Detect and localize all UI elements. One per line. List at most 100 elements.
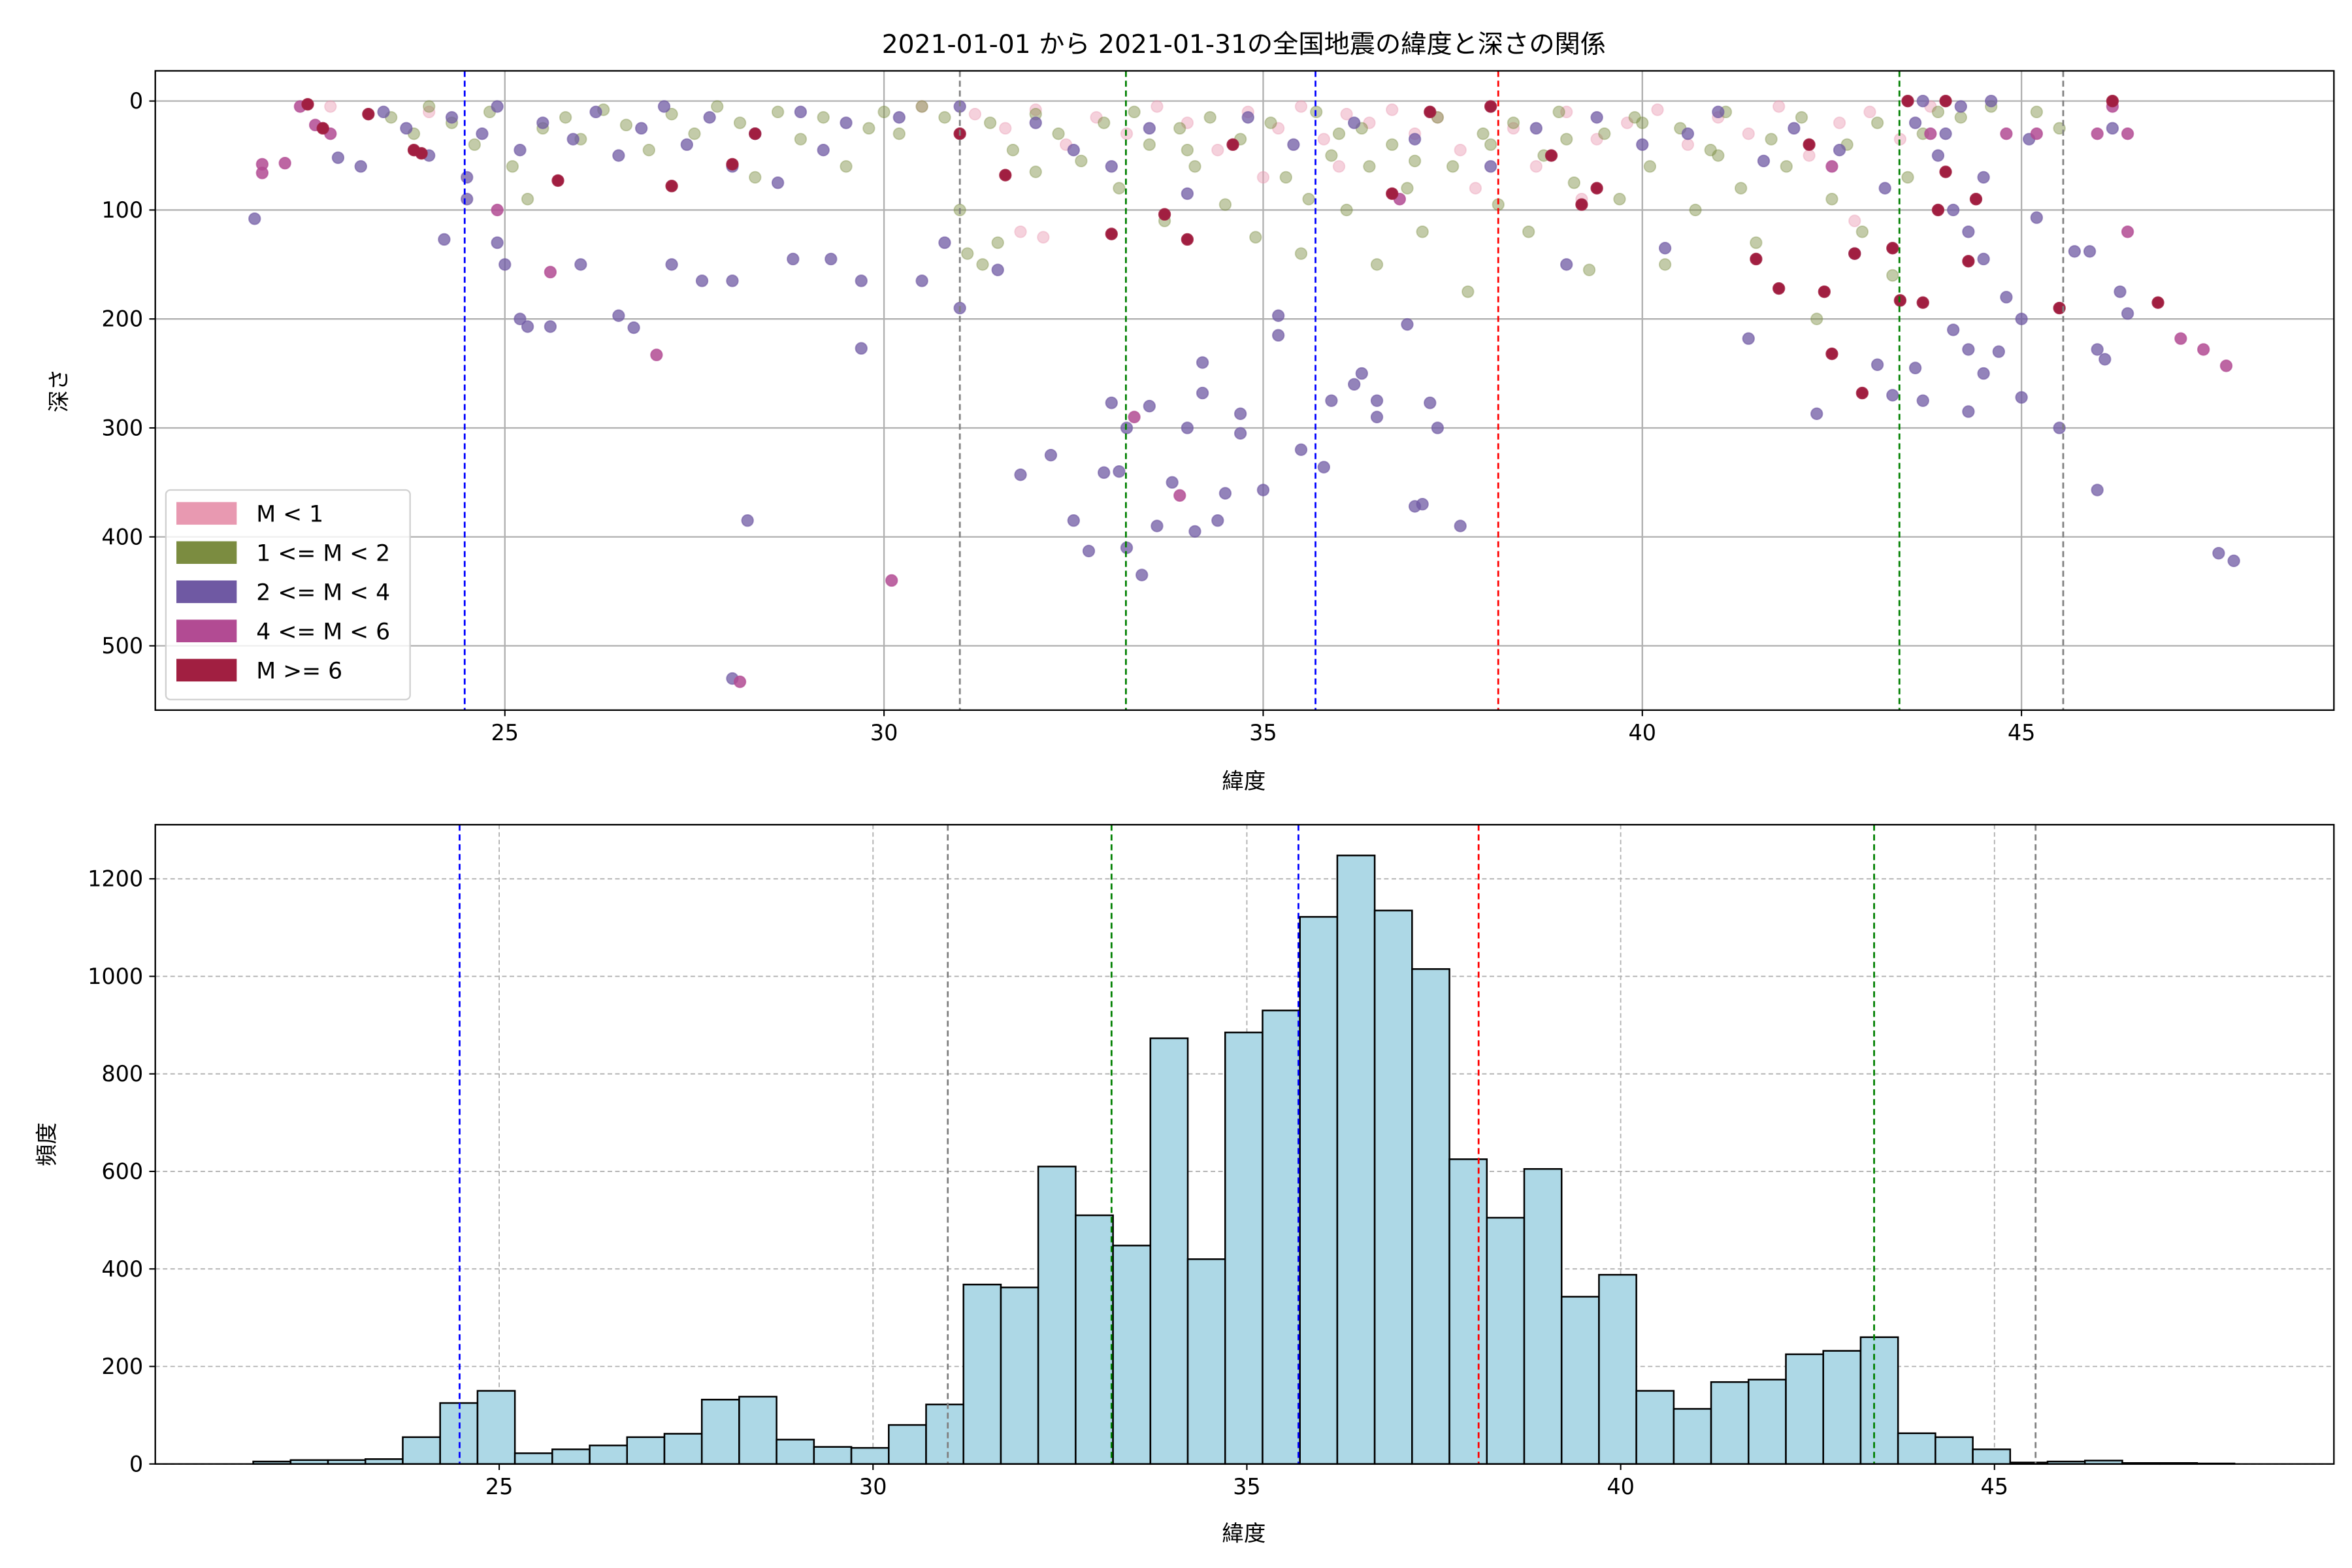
scatter-point [1454,144,1467,157]
scatter-point [248,212,261,225]
scatter-ylabel: 深さ [46,368,72,412]
scatter-point [915,100,928,113]
scatter-point [2015,312,2028,325]
scatter-point [1052,127,1065,140]
scatter-point [1750,236,1763,250]
scatter-point [1340,107,1353,121]
scatter-point [1294,100,1308,113]
legend-swatch [176,659,237,682]
scatter-point [491,100,504,113]
scatter-point [1264,116,1277,129]
scatter-point [915,100,928,113]
scatter-point [1681,138,1695,152]
scatter-point [1128,410,1141,423]
scatter-point [1196,356,1209,369]
legend-swatch [176,541,237,564]
scatter-point [771,176,785,189]
scatter-point [703,110,716,124]
scatter-y-tick-label: 500 [101,633,143,659]
legend-label: M < 1 [256,501,323,527]
scatter-point [892,110,906,124]
scatter-point [1712,149,1725,162]
scatter-point [1029,103,1042,116]
scatter-point [1105,227,1118,240]
scatter-point [726,274,739,287]
histogram-bar [1373,909,1413,1465]
scatter-point [438,233,451,246]
scatter-point [1446,160,1460,173]
scatter-point [1939,127,1952,140]
scatter-point [1810,312,1823,325]
scatter-point [1946,323,1960,336]
scatter-x-tick-label: 40 [1628,720,1656,745]
scatter-point [726,157,739,171]
scatter-point [1855,386,1869,400]
scatter-point [1484,138,1497,152]
scatter-point [1560,258,1573,271]
histogram-bar [1710,1381,1750,1465]
scatter-point [1128,105,1141,119]
scatter-point [1325,394,1338,407]
scatter-point [1886,389,1899,402]
histogram-bar [1785,1353,1824,1465]
scatter-point [331,151,345,165]
scatter-point [1271,309,1285,322]
scatter-point [1181,116,1194,129]
scatter-point [771,105,785,119]
scatter-point [362,107,375,121]
histogram-bar [551,1448,591,1465]
scatter-point [1113,465,1126,478]
histogram-bar [813,1446,853,1465]
scatter-point [991,236,1004,250]
scatter-point [1401,318,1414,331]
scatter-point [498,258,512,271]
scatter-series-3 [255,100,2233,689]
scatter-point [1788,122,1801,135]
histogram-bar [626,1436,666,1465]
scatter-point [1424,396,1437,410]
scatter-point [855,342,868,355]
histogram-bar [1448,1158,1488,1465]
scatter-point [1916,394,1929,407]
scatter-point [2121,307,2134,320]
scatter-point [1166,476,1179,489]
histogram-bar [1748,1379,1787,1465]
scatter-point [354,160,367,173]
scatter-point [1522,225,1535,238]
histogram-bar [589,1445,629,1465]
histogram-y-tick-label: 1200 [88,866,143,892]
scatter-point [1014,225,1027,238]
scatter-point [278,157,291,170]
scatter-point [1294,247,1308,260]
scatter-point [1855,225,1869,238]
scatter-point [2227,554,2240,568]
scatter-point [1037,231,1050,244]
scatter-point [461,193,474,206]
scatter-point [1590,110,1603,124]
scatter-point [1317,461,1330,474]
scatter-point [1348,378,1361,391]
scatter-point [1386,103,1399,116]
histogram-y-tick-label: 600 [101,1158,143,1184]
histogram-y-tick-label: 0 [129,1451,143,1477]
scatter-point [1901,94,1914,108]
scatter-point [1833,144,1846,157]
scatter-point [1014,468,1027,482]
scatter-point [1969,193,1983,206]
scatter-y-tick-label: 200 [101,306,143,332]
histogram-bar [1859,1336,1899,1465]
scatter-point [255,167,269,180]
scatter-point [1363,160,1376,173]
legend-label: M >= 6 [256,658,342,684]
scatter-point [461,171,474,184]
scatter-point [1848,247,1861,260]
scatter-point [1029,165,1042,178]
scatter-point [741,514,754,527]
scatter-point [1401,182,1414,195]
histogram-bar [1075,1214,1114,1465]
scatter-point [1158,208,1171,221]
scatter-point [1082,544,1096,558]
scatter-point [1317,133,1330,146]
histogram-bar [476,1390,516,1465]
scatter-point [976,258,989,271]
